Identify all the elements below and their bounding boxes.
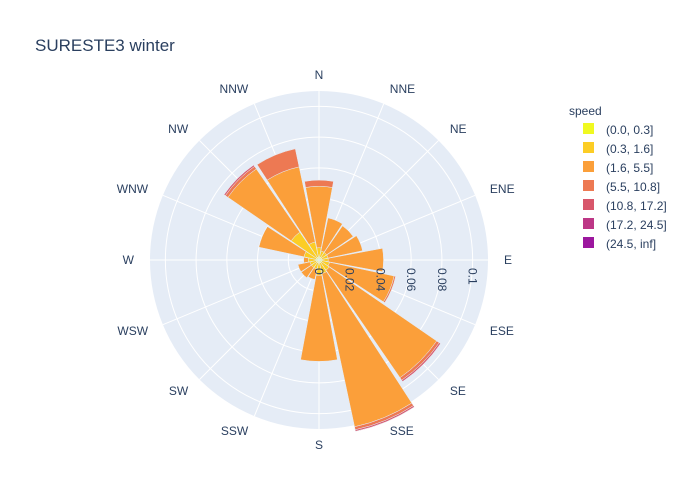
legend-label: (1.6, 5.5] — [606, 161, 653, 175]
legend-item[interactable]: (5.5, 10.8] — [583, 180, 660, 194]
direction-label-w: W — [123, 253, 135, 267]
legend-item[interactable]: (17.2, 24.5] — [583, 218, 667, 232]
angular-gridline — [253, 259, 320, 417]
legend-item[interactable]: (1.6, 5.5] — [583, 161, 653, 175]
bar-wsw-2[interactable] — [297, 261, 312, 273]
direction-label-nw: NW — [168, 122, 189, 136]
bars-layer[interactable] — [223, 148, 441, 432]
radial-tick-label: 0.04 — [373, 268, 387, 292]
legend-title: speed — [569, 104, 602, 118]
angular-gridline — [199, 259, 320, 380]
bar-s-2[interactable] — [300, 274, 338, 362]
series-1[interactable] — [290, 231, 330, 276]
radial-tick-label: 0.02 — [343, 268, 357, 292]
direction-label-wsw: WSW — [117, 324, 148, 338]
bar-ene-2[interactable] — [326, 235, 363, 259]
direction-label-sw: SW — [169, 384, 189, 398]
bar-se-4[interactable] — [401, 342, 441, 382]
legend-swatch — [583, 199, 594, 210]
radial-tick-label: 0.06 — [404, 268, 418, 292]
radial-tick-label: 0.1 — [466, 268, 480, 285]
radial-tick-label: 0.08 — [435, 268, 449, 292]
legend-swatch — [583, 180, 594, 191]
chart-title: SURESTE3 winter — [35, 36, 175, 55]
legend[interactable]: speed (0.0, 0.3] (0.3, 1.6] (1.6, 5.5] (5.5… — [569, 104, 667, 251]
legend-swatch — [583, 142, 594, 153]
legend-label: (0.3, 1.6] — [606, 142, 653, 156]
legend-item[interactable]: (0.0, 0.3] — [583, 123, 653, 137]
legend-swatch — [583, 161, 594, 172]
legend-label: (24.5, inf] — [606, 237, 656, 251]
legend-swatch — [583, 123, 594, 134]
direction-label-nne: NNE — [390, 82, 415, 96]
legend-label: (17.2, 24.5] — [606, 218, 667, 232]
direction-label-se: SE — [450, 384, 466, 398]
direction-label-s: S — [315, 438, 323, 452]
bar-sw-2[interactable] — [300, 264, 315, 279]
legend-item[interactable]: (24.5, inf] — [583, 237, 656, 251]
legend-label: (10.8, 17.2] — [606, 199, 667, 213]
radial-axis: 0 0.02 0.04 0.06 0.08 0.1 — [312, 268, 480, 292]
bar-ese-3[interactable] — [383, 275, 396, 303]
direction-label-e: E — [504, 253, 512, 267]
bar-n-3[interactable] — [304, 179, 334, 188]
direction-label-wnw: WNW — [117, 182, 149, 196]
bar-ssw-2[interactable] — [307, 267, 318, 280]
direction-label-ese: ESE — [490, 324, 514, 338]
legend-item[interactable]: (10.8, 17.2] — [583, 199, 667, 213]
angular-gridline — [162, 259, 320, 326]
bar-nne-2[interactable] — [320, 217, 343, 253]
radial-tick-label: 0 — [312, 268, 326, 275]
direction-label-sse: SSE — [390, 424, 414, 438]
legend-label: (5.5, 10.8] — [606, 180, 660, 194]
legend-label: (0.0, 0.3] — [606, 123, 653, 137]
series-4[interactable] — [223, 164, 441, 432]
bar-sse-4[interactable] — [354, 405, 415, 432]
direction-label-nnw: NNW — [220, 82, 249, 96]
bar-nw-4[interactable] — [223, 164, 255, 196]
bar-e-2[interactable] — [327, 247, 384, 273]
direction-label-ene: ENE — [490, 182, 515, 196]
legend-swatch — [583, 218, 594, 229]
direction-label-ssw: SSW — [221, 424, 249, 438]
legend-item[interactable]: (0.3, 1.6] — [583, 142, 653, 156]
direction-label-n: N — [315, 68, 324, 82]
bar-wnw-2[interactable] — [258, 226, 307, 258]
bar-nnw-3[interactable] — [256, 148, 300, 181]
series-2[interactable] — [227, 166, 438, 428]
legend-swatch — [583, 237, 594, 248]
bar-ne-2[interactable] — [323, 225, 354, 256]
direction-labels: N NNE NE ENE E ESE SE SSE S SSW SW WSW W WNW NW NNW — [117, 68, 515, 452]
direction-label-ne: NE — [450, 122, 467, 136]
bar-w-2[interactable] — [303, 256, 309, 264]
